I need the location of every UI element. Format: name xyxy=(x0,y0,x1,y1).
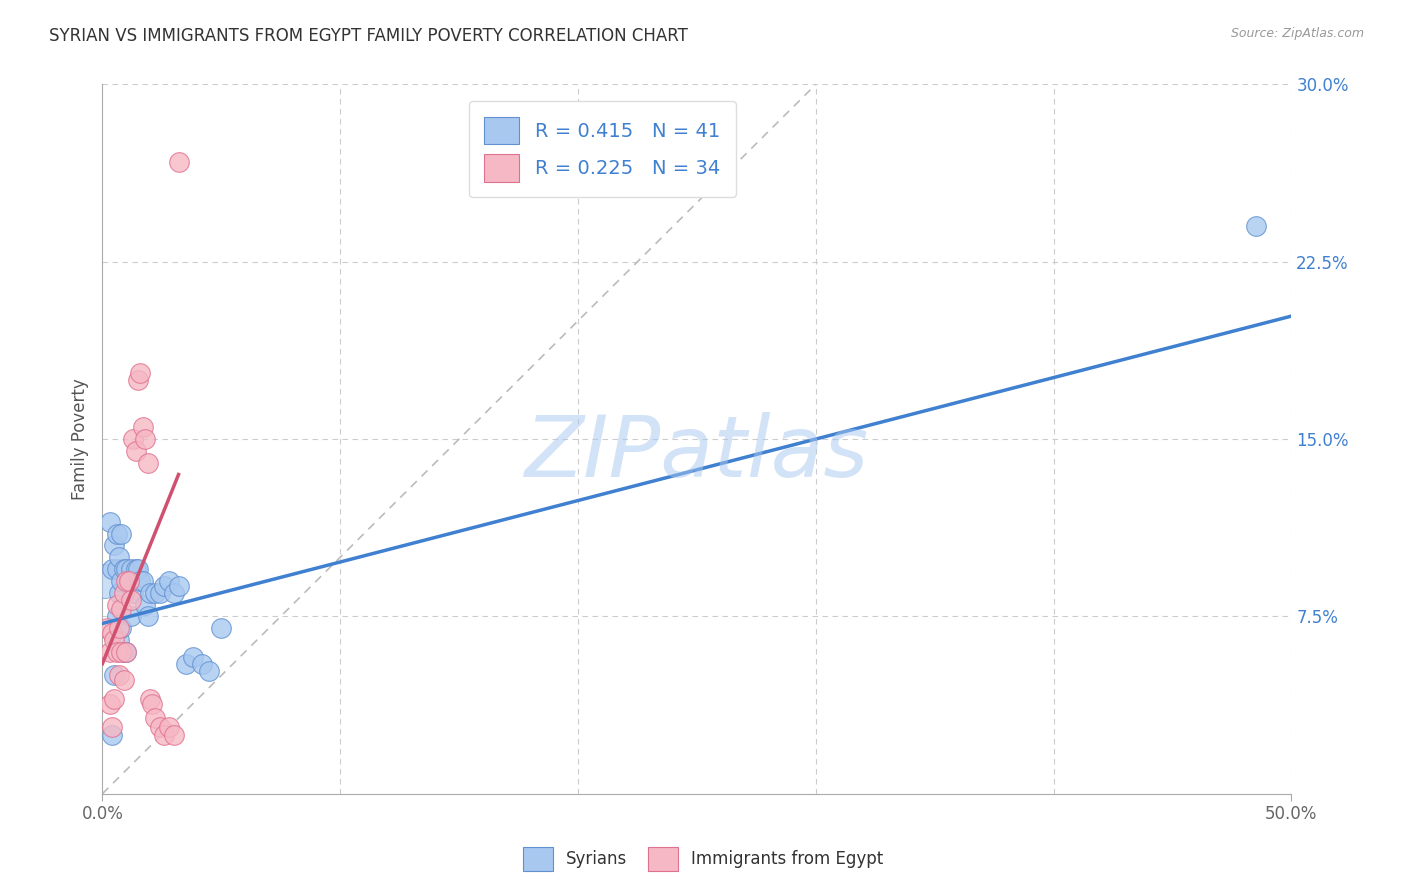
Point xyxy=(153,579,176,593)
Point xyxy=(122,585,145,599)
Point xyxy=(101,721,124,735)
Point xyxy=(132,574,155,588)
Point xyxy=(127,373,149,387)
Point xyxy=(125,562,148,576)
Point xyxy=(120,592,142,607)
Point xyxy=(136,456,159,470)
Point xyxy=(129,366,152,380)
Point xyxy=(108,668,131,682)
Point xyxy=(139,692,162,706)
Point xyxy=(117,574,139,588)
Point xyxy=(136,609,159,624)
Point xyxy=(157,574,180,588)
Point xyxy=(101,626,124,640)
Point xyxy=(139,585,162,599)
Point xyxy=(94,574,117,588)
Point xyxy=(127,562,149,576)
Point xyxy=(148,585,170,599)
Point xyxy=(108,632,131,647)
Point xyxy=(132,420,155,434)
Point xyxy=(122,432,145,446)
Point xyxy=(115,574,138,588)
Point xyxy=(120,609,142,624)
Point xyxy=(1244,219,1267,234)
Point xyxy=(98,645,121,659)
Text: SYRIAN VS IMMIGRANTS FROM EGYPT FAMILY POVERTY CORRELATION CHART: SYRIAN VS IMMIGRANTS FROM EGYPT FAMILY P… xyxy=(49,27,688,45)
Point xyxy=(167,155,190,169)
Point xyxy=(108,550,131,565)
Point xyxy=(105,609,128,624)
Point xyxy=(105,562,128,576)
Point xyxy=(129,574,152,588)
Point xyxy=(108,621,131,635)
Legend: Syrians, Immigrants from Egypt: Syrians, Immigrants from Egypt xyxy=(515,839,891,880)
Point xyxy=(103,538,125,552)
Point xyxy=(174,657,197,671)
Point xyxy=(112,645,135,659)
Point xyxy=(115,645,138,659)
Point xyxy=(103,632,125,647)
Point xyxy=(125,443,148,458)
Point xyxy=(134,432,156,446)
Point xyxy=(209,621,232,635)
Point xyxy=(115,645,138,659)
Point xyxy=(163,585,186,599)
Point xyxy=(191,657,214,671)
Point xyxy=(98,697,121,711)
Point xyxy=(96,621,118,635)
Point xyxy=(98,515,121,529)
Point xyxy=(110,602,132,616)
Point xyxy=(143,585,166,599)
Point xyxy=(115,562,138,576)
Point xyxy=(143,711,166,725)
Point xyxy=(120,562,142,576)
Point xyxy=(198,664,221,678)
Text: Source: ZipAtlas.com: Source: ZipAtlas.com xyxy=(1230,27,1364,40)
Point xyxy=(103,668,125,682)
Point xyxy=(141,697,163,711)
Point xyxy=(112,585,135,599)
Y-axis label: Family Poverty: Family Poverty xyxy=(72,378,89,500)
Point xyxy=(105,645,128,659)
Point xyxy=(110,526,132,541)
Point xyxy=(167,579,190,593)
Point xyxy=(110,645,132,659)
Point xyxy=(103,692,125,706)
Point xyxy=(110,621,132,635)
Legend: R = 0.415   N = 41, R = 0.225   N = 34: R = 0.415 N = 41, R = 0.225 N = 34 xyxy=(468,102,735,197)
Point xyxy=(117,574,139,588)
Point xyxy=(112,673,135,688)
Point xyxy=(157,721,180,735)
Point xyxy=(134,598,156,612)
Point xyxy=(181,649,204,664)
Point xyxy=(105,526,128,541)
Point xyxy=(163,728,186,742)
Text: ZIPatlas: ZIPatlas xyxy=(524,412,869,495)
Point xyxy=(105,598,128,612)
Point xyxy=(108,585,131,599)
Point xyxy=(110,574,132,588)
Point xyxy=(101,562,124,576)
Point xyxy=(153,728,176,742)
Point xyxy=(112,562,135,576)
Point xyxy=(148,721,170,735)
Point xyxy=(101,728,124,742)
